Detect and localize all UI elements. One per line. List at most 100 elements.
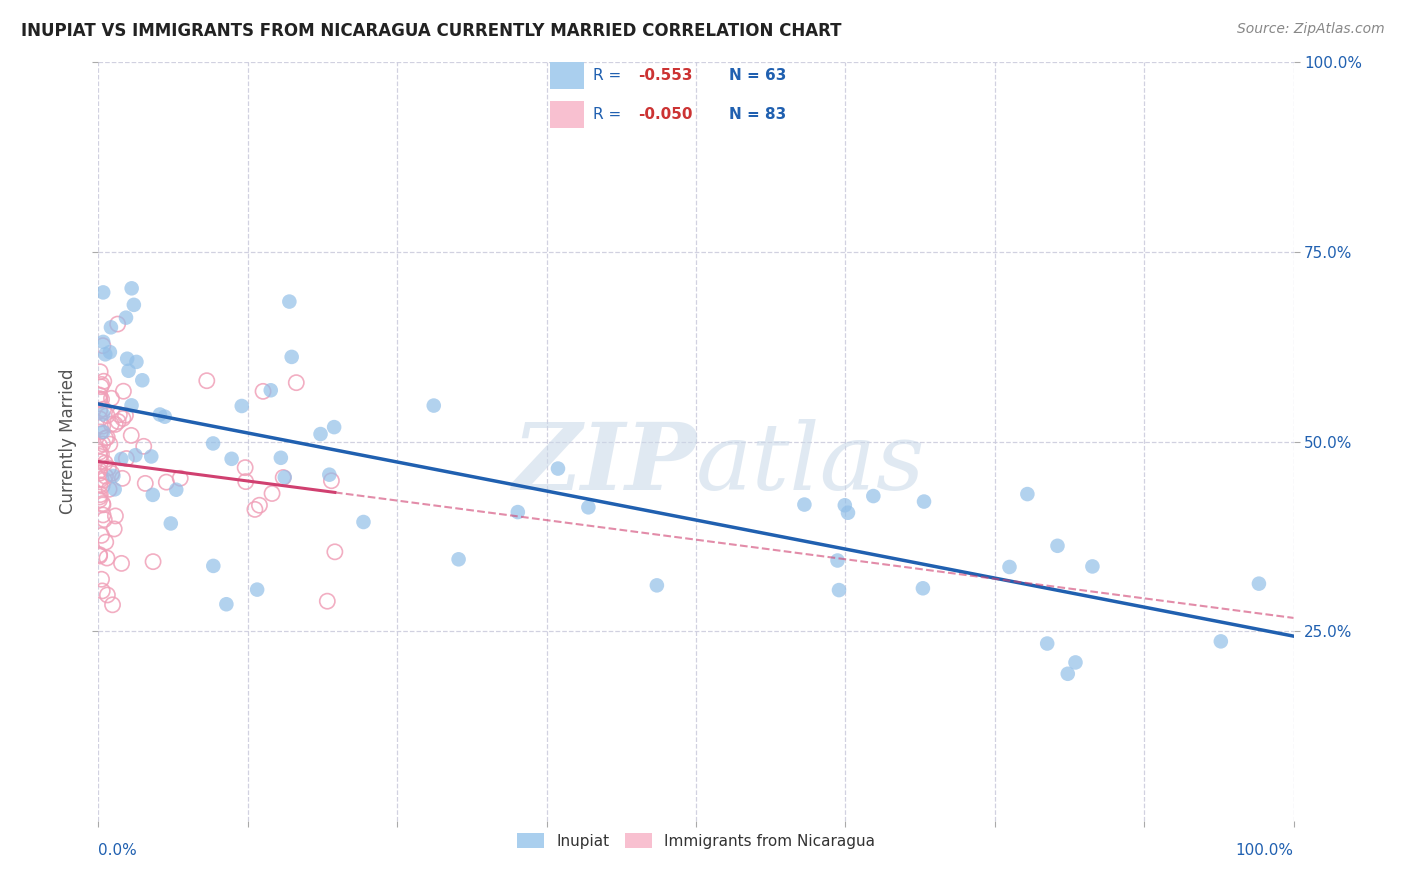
Point bbox=[142, 555, 165, 569]
Point bbox=[100, 417, 122, 432]
Point bbox=[1081, 559, 1104, 574]
Point bbox=[94, 469, 117, 483]
Point bbox=[323, 420, 346, 434]
Point bbox=[93, 473, 115, 487]
Point bbox=[89, 467, 111, 481]
Point bbox=[115, 451, 138, 466]
Text: atlas: atlas bbox=[696, 419, 925, 509]
Point bbox=[1064, 656, 1087, 670]
Point bbox=[131, 373, 153, 387]
Point bbox=[155, 475, 177, 489]
Point bbox=[828, 583, 851, 598]
Point bbox=[1046, 539, 1069, 553]
Point bbox=[117, 364, 139, 378]
Point bbox=[231, 399, 253, 413]
Point bbox=[132, 439, 155, 453]
Point bbox=[125, 355, 148, 369]
Point bbox=[274, 470, 297, 484]
Point bbox=[202, 558, 225, 573]
Text: Source: ZipAtlas.com: Source: ZipAtlas.com bbox=[1237, 22, 1385, 37]
Point bbox=[90, 377, 112, 392]
Point bbox=[645, 578, 668, 592]
Point bbox=[243, 502, 266, 516]
Point bbox=[115, 351, 138, 366]
Point bbox=[97, 461, 120, 475]
Point bbox=[114, 409, 136, 423]
Point bbox=[96, 409, 118, 423]
Point bbox=[195, 374, 218, 388]
Point bbox=[90, 447, 112, 461]
Point bbox=[862, 489, 884, 503]
Point bbox=[1017, 487, 1039, 501]
Legend: Inupiat, Immigrants from Nicaragua: Inupiat, Immigrants from Nicaragua bbox=[510, 827, 882, 855]
Point bbox=[108, 408, 131, 422]
Point bbox=[90, 472, 112, 486]
Point bbox=[100, 467, 122, 481]
Point bbox=[260, 384, 283, 398]
Bar bbox=[550, 101, 583, 128]
Point bbox=[249, 498, 271, 512]
Point bbox=[90, 392, 112, 407]
Point bbox=[91, 339, 114, 353]
Point bbox=[89, 439, 111, 453]
Point bbox=[103, 522, 125, 536]
Point bbox=[90, 455, 112, 469]
Point bbox=[447, 552, 470, 566]
Point bbox=[834, 498, 856, 512]
Point bbox=[89, 492, 111, 507]
Point bbox=[506, 505, 529, 519]
Point bbox=[260, 486, 283, 500]
Point bbox=[91, 285, 114, 300]
Point bbox=[96, 588, 118, 602]
Point bbox=[149, 408, 172, 422]
Point bbox=[91, 408, 114, 422]
Point bbox=[1209, 634, 1232, 648]
Point bbox=[93, 374, 115, 388]
Point bbox=[110, 557, 132, 571]
Point bbox=[159, 516, 181, 531]
Point bbox=[998, 560, 1021, 574]
Point bbox=[93, 512, 115, 526]
Point bbox=[124, 448, 146, 462]
Point bbox=[90, 572, 112, 586]
Text: -0.553: -0.553 bbox=[638, 68, 693, 83]
Bar bbox=[550, 62, 583, 89]
Point bbox=[89, 388, 111, 402]
Point bbox=[94, 535, 117, 549]
Point bbox=[252, 384, 274, 399]
Point bbox=[94, 431, 117, 445]
Text: INUPIAT VS IMMIGRANTS FROM NICARAGUA CURRENTLY MARRIED CORRELATION CHART: INUPIAT VS IMMIGRANTS FROM NICARAGUA CUR… bbox=[21, 22, 842, 40]
Point bbox=[100, 320, 122, 334]
Point bbox=[98, 437, 121, 451]
Point bbox=[111, 471, 134, 485]
Point bbox=[321, 474, 343, 488]
Point bbox=[112, 384, 135, 399]
Point bbox=[912, 494, 935, 508]
Point bbox=[89, 392, 111, 406]
Point bbox=[423, 399, 446, 413]
Point bbox=[94, 456, 117, 470]
Point bbox=[89, 365, 111, 379]
Text: -0.050: -0.050 bbox=[638, 107, 693, 122]
Point bbox=[1036, 636, 1059, 650]
Point bbox=[91, 497, 114, 511]
Point bbox=[89, 450, 111, 464]
Point bbox=[96, 430, 118, 444]
Text: R =: R = bbox=[593, 68, 626, 83]
Point bbox=[153, 409, 176, 424]
Point bbox=[89, 412, 111, 426]
Point bbox=[91, 334, 114, 349]
Point bbox=[115, 310, 138, 325]
Point bbox=[111, 411, 134, 425]
Text: R =: R = bbox=[593, 107, 626, 122]
Point bbox=[91, 508, 114, 522]
Point bbox=[120, 428, 142, 442]
Point bbox=[202, 436, 225, 450]
Point bbox=[271, 470, 294, 484]
Point bbox=[91, 437, 114, 451]
Point bbox=[122, 298, 145, 312]
Point bbox=[221, 451, 243, 466]
Point bbox=[91, 498, 114, 512]
Point bbox=[142, 488, 165, 502]
Point bbox=[89, 488, 111, 502]
